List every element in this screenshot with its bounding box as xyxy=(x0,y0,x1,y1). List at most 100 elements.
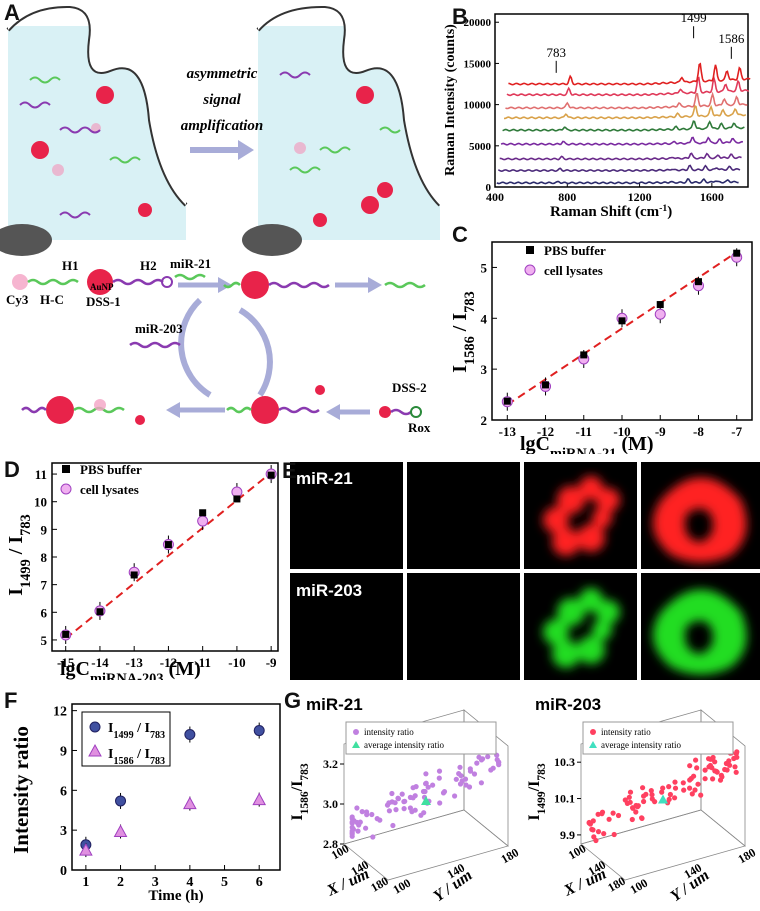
label-dss1: DSS-1 xyxy=(86,294,121,309)
data-point xyxy=(485,754,491,760)
x-tick-label: 180 xyxy=(605,874,628,895)
data-point xyxy=(641,798,647,805)
data-point xyxy=(474,760,480,766)
data-point xyxy=(627,789,634,795)
arrow-text-2: signal xyxy=(202,92,241,108)
spectrum-line xyxy=(508,62,751,86)
data-point xyxy=(355,828,361,834)
image-r1-c1 xyxy=(290,462,403,569)
y-tick-label: 180 xyxy=(736,845,759,866)
point-pbs-buffer xyxy=(96,608,104,616)
point-i1499 xyxy=(253,725,265,737)
label-rox: Rox xyxy=(408,420,431,435)
label-mir203: miR-203 xyxy=(135,321,183,336)
data-point xyxy=(374,816,380,822)
data-point xyxy=(349,815,355,822)
data-point xyxy=(649,792,655,798)
y-tick-label: 20000 xyxy=(464,17,492,29)
data-point xyxy=(349,833,355,839)
data-point xyxy=(689,791,695,797)
final-product xyxy=(21,396,145,425)
chart-b-frame xyxy=(494,13,749,188)
data-point xyxy=(591,834,597,840)
hybrid-complex-2 xyxy=(226,385,325,424)
arrow-text-3: amplification xyxy=(181,118,264,134)
z-tick-label: 9.9 xyxy=(560,828,575,842)
released-mir21 xyxy=(384,281,426,289)
data-point xyxy=(384,802,391,808)
x-tick-label: -9 xyxy=(266,655,277,670)
data-point xyxy=(687,777,693,783)
legend-label-ratio: intensity ratio xyxy=(364,727,414,737)
peak-label: 783 xyxy=(546,45,566,60)
data-point xyxy=(649,796,655,802)
green-fluorescence xyxy=(543,588,747,675)
point-pbs-buffer xyxy=(618,317,626,325)
chart-f-frame xyxy=(71,703,281,871)
legend-marker-pbs xyxy=(526,246,534,254)
legend-label-pbs: PBS buffer xyxy=(80,462,142,477)
point-pbs-buffer xyxy=(130,571,138,579)
point-i1586 xyxy=(183,796,197,810)
data-point xyxy=(402,798,408,804)
hybrid-complex-1 xyxy=(223,271,330,299)
panel-e-label: E xyxy=(282,458,297,483)
legend-label-lysates: cell lysates xyxy=(544,263,603,278)
legend-box xyxy=(345,721,497,755)
legend-label-ratio: intensity ratio xyxy=(601,727,651,737)
data-point xyxy=(399,791,405,797)
row-label-mir21: miR-21 xyxy=(296,469,353,488)
legend-marker-average xyxy=(589,741,597,748)
x-tick-label: 100 xyxy=(566,841,589,862)
data-point xyxy=(457,764,463,770)
cycle-arc-right xyxy=(238,307,273,397)
panel-d-label: D xyxy=(4,457,20,482)
y-tick-label: 100 xyxy=(391,876,414,897)
panel-c-label: C xyxy=(452,222,468,247)
y-tick-label: 3 xyxy=(60,824,67,839)
data-point xyxy=(630,805,636,811)
z-tick-label: 3.2 xyxy=(323,757,338,771)
label-dss2: DSS-2 xyxy=(392,380,427,395)
data-point xyxy=(466,784,473,790)
data-point xyxy=(660,785,666,791)
x-axis-label: lgCmiRNA-21 (M) xyxy=(520,433,654,454)
x-tick-label: -12 xyxy=(160,655,177,670)
label-h1: H1 xyxy=(62,258,79,273)
aunp-probes-right xyxy=(294,86,393,227)
label-h2: H2 xyxy=(140,258,157,273)
x-tick-label: -14 xyxy=(91,655,109,670)
data-point xyxy=(727,762,733,768)
point-cell-lysates xyxy=(654,308,666,320)
panel-g-label: G xyxy=(284,688,302,713)
legend-box xyxy=(582,721,734,755)
data-point xyxy=(349,820,355,826)
data-point xyxy=(370,834,376,840)
x-axis-label: X / um xyxy=(324,865,372,900)
dna-strands-right xyxy=(279,71,401,174)
x-tick-label: -10 xyxy=(228,655,245,670)
average-point xyxy=(421,796,431,805)
x-tick-label: 800 xyxy=(558,190,576,204)
x-tick-label: 400 xyxy=(486,190,504,204)
data-point xyxy=(659,789,665,795)
row-label-mir203: miR-203 xyxy=(296,581,362,600)
data-point xyxy=(595,811,601,817)
x-tick-label: -12 xyxy=(537,424,554,439)
x-tick-label: -11 xyxy=(575,424,592,439)
point-i1586 xyxy=(79,843,93,856)
data-point xyxy=(717,777,724,783)
y-axis-label: I1499 / I783 xyxy=(5,514,34,596)
panel-b: B 400 800 1200 1600 0 5000 10000 15000 20000 Rama… xyxy=(440,0,760,220)
data-point xyxy=(422,788,428,795)
panel-e: E miR-21 miR-203 xyxy=(282,458,760,680)
cycle-arc-left xyxy=(178,297,212,398)
legend-marker-lysates xyxy=(524,264,536,276)
data-point xyxy=(712,759,718,765)
data-point xyxy=(478,780,484,786)
data-point xyxy=(681,787,687,793)
y-tick-label: 8 xyxy=(41,550,48,565)
